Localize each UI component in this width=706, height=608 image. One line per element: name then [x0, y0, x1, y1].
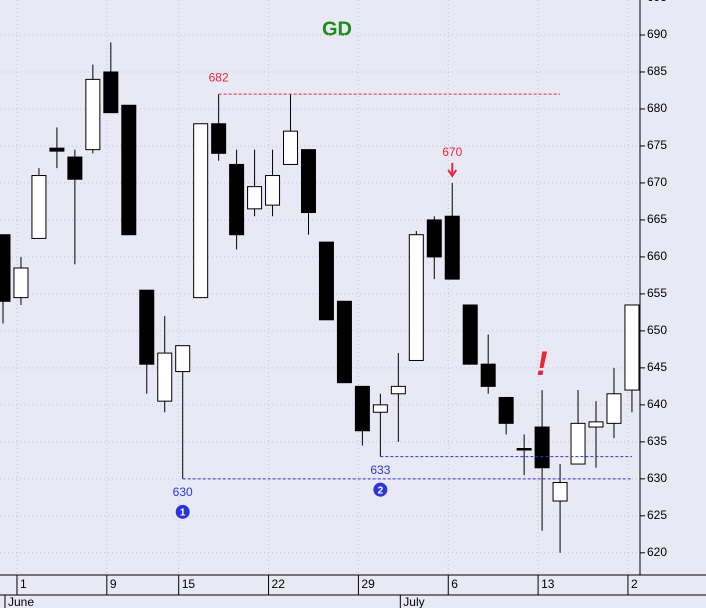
candle-body [408, 234, 424, 361]
candle-body [354, 385, 370, 432]
x-tick-label: 2 [631, 577, 638, 591]
candle-body [265, 175, 281, 206]
candle-body [175, 345, 191, 373]
candle-body [300, 149, 316, 214]
candle-body [121, 104, 137, 236]
candle-body [139, 289, 155, 365]
y-tick-label: 625 [647, 508, 667, 522]
y-tick-label: 640 [647, 397, 667, 411]
x-tick-label: 6 [451, 577, 458, 591]
x-tick-label: 13 [541, 577, 555, 591]
candle-body [229, 163, 245, 236]
candle-body [103, 71, 119, 114]
y-tick-label: 655 [647, 286, 667, 300]
arrow-label: 670 [442, 145, 462, 159]
candle-body [390, 385, 406, 395]
candle-body [193, 123, 209, 299]
candle-body [444, 215, 460, 280]
candle-body [516, 448, 532, 451]
y-tick-label: 670 [647, 175, 667, 189]
x-tick-label: 15 [182, 577, 196, 591]
candle-body [85, 78, 101, 151]
candle-body [336, 300, 352, 384]
candle-body [13, 267, 29, 299]
candle-body [247, 186, 263, 210]
month-label: July [403, 595, 424, 608]
y-tick-label: 685 [647, 64, 667, 78]
candle-body [211, 123, 227, 154]
level-label: 630 [173, 485, 193, 499]
candle-body [31, 175, 47, 239]
badge-circle [175, 504, 190, 519]
badge-label: 2 [378, 485, 384, 496]
candle-body [480, 363, 496, 387]
candle-body [157, 352, 173, 402]
y-tick-label: 645 [647, 360, 667, 374]
y-tick-label: 695 [647, 0, 667, 4]
y-tick-label: 680 [647, 101, 667, 115]
month-label: June [8, 595, 34, 608]
x-tick-label: 22 [272, 577, 286, 591]
y-tick-label: 665 [647, 212, 667, 226]
y-tick-label: 675 [647, 138, 667, 152]
y-tick-label: 690 [647, 27, 667, 41]
candle-body [534, 426, 550, 469]
y-tick-label: 660 [647, 249, 667, 263]
y-tick-label: 630 [647, 471, 667, 485]
candle-body [462, 304, 478, 365]
x-tick-label: 1 [20, 577, 27, 591]
alert-mark: ! [536, 345, 547, 383]
candle-body [0, 234, 11, 302]
badge-label: 1 [180, 507, 186, 518]
candle-body [372, 404, 388, 413]
y-tick-label: 620 [647, 545, 667, 559]
candle-body [570, 422, 586, 465]
level-label: 633 [370, 463, 390, 477]
y-tick-label: 635 [647, 434, 667, 448]
candle-body [49, 147, 65, 152]
candle-body [498, 396, 514, 424]
chart-title: GD [322, 18, 352, 40]
candle-body [552, 482, 568, 502]
candle-body [426, 219, 442, 258]
candle-body [67, 156, 83, 180]
y-tick-label: 650 [647, 323, 667, 337]
candle-body [624, 304, 640, 391]
badge-circle [373, 482, 388, 497]
level-label: 682 [209, 70, 229, 84]
candle-body [283, 130, 299, 165]
arrow [447, 162, 458, 178]
candle-body [588, 421, 604, 428]
x-tick-label: 9 [110, 577, 117, 591]
candle-body [318, 241, 334, 321]
candle-body [606, 393, 622, 424]
x-tick-label: 29 [361, 577, 375, 591]
